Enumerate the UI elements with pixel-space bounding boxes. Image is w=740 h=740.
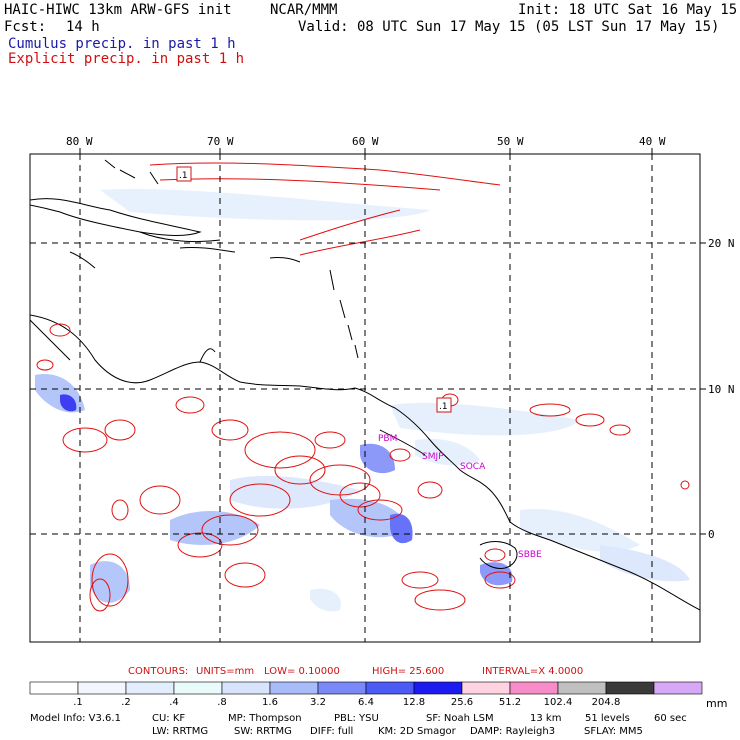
colorbar-swatch: [413, 681, 463, 695]
colorbar-tick-label: .1: [73, 697, 83, 708]
footer-km: KM: 2D Smagor: [378, 726, 456, 737]
colorbar-tick-label: 25.6: [450, 697, 474, 708]
lon-label-50w: 50 W: [497, 135, 524, 148]
footer-dt: 60 sec: [654, 713, 687, 724]
footer-sf: SF: Noah LSM: [426, 713, 494, 724]
colorbar-tick-label: .4: [169, 697, 179, 708]
contours-label: CONTOURS:: [128, 666, 189, 677]
footer-sflay: SFLAY: MM5: [584, 726, 643, 737]
model-title: HAIC-HIWC 13km ARW-GFS init: [4, 2, 232, 18]
colorbar-swatch: [269, 681, 319, 695]
org-label: NCAR/MMM: [270, 2, 338, 18]
colorbar-swatch: [317, 681, 367, 695]
station-pbm: PBM: [378, 434, 397, 444]
footer-cu: CU: KF: [152, 713, 186, 724]
lon-label-80w: 80 W: [66, 135, 93, 148]
colorbar-tick-label: 6.4: [358, 697, 374, 708]
colorbar-tick-label: 204.8: [591, 697, 621, 708]
colorbar-tick-label: 51.2: [498, 697, 522, 708]
colorbar-swatch: [125, 681, 175, 695]
colorbar-swatch: [509, 681, 559, 695]
colorbar-swatch: [29, 681, 79, 695]
footer-model-info: Model Info: V3.6.1: [30, 713, 121, 724]
contour-box-label: .1: [179, 171, 188, 181]
fcst-value: 14 h: [66, 19, 100, 35]
colorbar-tick-label: .2: [121, 697, 131, 708]
map-ticks: [79, 148, 706, 535]
colorbar-swatch: [653, 681, 703, 695]
station-sbbe: SBBE: [518, 550, 542, 560]
lon-label-40w: 40 W: [639, 135, 666, 148]
colorbar-tick-label: 102.4: [543, 697, 573, 708]
cumulus-legend: Cumulus precip. in past 1 h: [8, 36, 236, 52]
footer-levels: 51 levels: [585, 713, 630, 724]
footer-damp: DAMP: Rayleigh3: [470, 726, 556, 737]
lat-label-0: 0: [708, 528, 715, 541]
footer-diff: DIFF: full: [310, 726, 354, 737]
footer-sw: SW: RRTMG: [234, 726, 292, 737]
valid-time: Valid: 08 UTC Sun 17 May 15 (05 LST Sun …: [298, 19, 720, 35]
lat-label-10n: 10 N: [708, 383, 735, 396]
contours-units: UNITS=mm: [196, 666, 255, 677]
contours-high: HIGH= 25.600: [372, 666, 445, 677]
colorbar-tick-label: 1.6: [262, 697, 278, 708]
colorbar-swatch: [221, 681, 271, 695]
coastlines: [30, 159, 700, 611]
explicit-legend: Explicit precip. in past 1 h: [8, 51, 245, 67]
contours-interval: INTERVAL=X 4.0000: [482, 666, 584, 677]
station-soca: SOCA: [460, 462, 486, 472]
footer-res: 13 km: [530, 713, 562, 724]
footer-lw: LW: RRTMG: [152, 726, 209, 737]
contour-label-box-2: .1: [436, 397, 452, 413]
colorbar: [29, 681, 703, 695]
contours-low: LOW= 0.10000: [264, 666, 340, 677]
colorbar-unit: mm: [706, 697, 728, 710]
contour-box-label: .1: [439, 402, 448, 412]
cumulus-precip-shading: [35, 189, 690, 612]
colorbar-tick-label: 12.8: [402, 697, 426, 708]
lon-label-60w: 60 W: [352, 135, 379, 148]
footer-mp: MP: Thompson: [228, 713, 302, 724]
contour-label-box-1: .1: [176, 166, 192, 182]
colorbar-swatch: [365, 681, 415, 695]
colorbar-swatch: [557, 681, 607, 695]
init-time: Init: 18 UTC Sat 16 May 15: [518, 2, 738, 18]
colorbar-tick-label: 3.2: [310, 697, 326, 708]
footer-pbl: PBL: YSU: [334, 713, 379, 724]
colorbar-tick-label: .8: [217, 697, 227, 708]
colorbar-swatch: [173, 681, 223, 695]
lat-lon-grid: [30, 154, 700, 642]
colorbar-swatch: [77, 681, 127, 695]
lon-label-70w: 70 W: [207, 135, 234, 148]
lat-label-20n: 20 N: [708, 237, 735, 250]
colorbar-swatch: [461, 681, 511, 695]
station-smjp: SMJP: [422, 452, 444, 462]
fcst-label: Fcst:: [4, 19, 47, 35]
colorbar-swatch: [605, 681, 655, 695]
